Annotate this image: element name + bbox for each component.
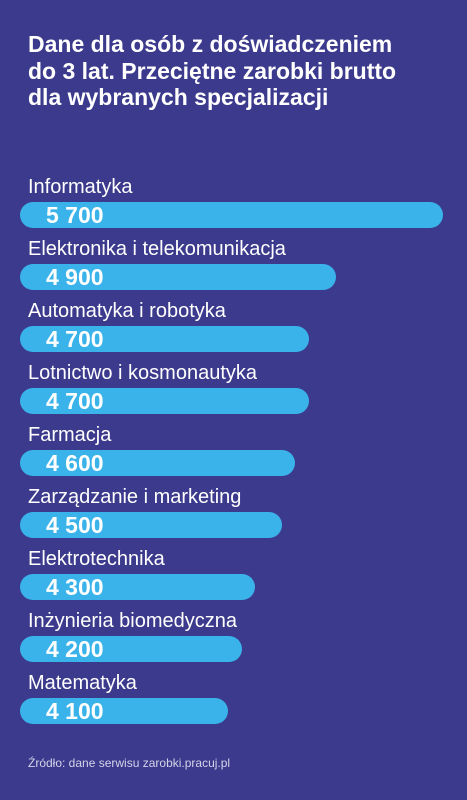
- bar-row-7: Elektrotechnika 4 300: [0, 547, 467, 609]
- bar-2: 4 900: [20, 264, 336, 290]
- value-label-7: 4 300: [46, 574, 104, 600]
- bar-chart: Informatyka 5 700 Elektronika i telekomu…: [0, 175, 467, 733]
- value-label-5: 4 600: [46, 450, 104, 476]
- category-label-1: Informatyka: [28, 176, 133, 198]
- bar-1: 5 700: [20, 202, 443, 228]
- value-label-4: 4 700: [46, 388, 104, 414]
- bar-row-6: Zarządzanie i marketing 4 500: [0, 485, 467, 547]
- source-note: Źródło: dane serwisu zarobki.pracuj.pl: [28, 756, 231, 770]
- value-label-8: 4 200: [46, 636, 104, 662]
- bar-row-1: Informatyka 5 700: [0, 175, 467, 237]
- category-label-4: Lotnictwo i kosmonautyka: [28, 362, 258, 384]
- category-label-7: Elektrotechnika: [28, 548, 165, 570]
- value-label-2: 4 900: [46, 264, 104, 290]
- category-label-9: Matematyka: [28, 672, 137, 694]
- value-label-9: 4 100: [46, 698, 104, 724]
- category-label-5: Farmacja: [28, 424, 112, 446]
- bar-5: 4 600: [20, 450, 296, 476]
- bar-row-5: Farmacja 4 600: [0, 423, 467, 485]
- bar-9: 4 100: [20, 698, 229, 724]
- value-label-6: 4 500: [46, 512, 104, 538]
- value-label-1: 5 700: [46, 202, 104, 228]
- bar-row-2: Elektronika i telekomunikacja 4 900: [0, 237, 467, 299]
- bar-7: 4 300: [20, 574, 255, 600]
- chart-title: Dane dla osób z doświadczeniem do 3 lat.…: [28, 31, 397, 110]
- bar-4: 4 700: [20, 388, 309, 414]
- value-label-3: 4 700: [46, 326, 104, 352]
- bar-row-8: Inżynieria biomedyczna 4 200: [0, 609, 467, 671]
- bar-row-4: Lotnictwo i kosmonautyka 4 700: [0, 361, 467, 423]
- bar-row-3: Automatyka i robotyka 4 700: [0, 299, 467, 361]
- bar-6: 4 500: [20, 512, 282, 538]
- bar-row-9: Matematyka 4 100: [0, 671, 467, 733]
- category-label-6: Zarządzanie i marketing: [28, 486, 242, 508]
- bar-8: 4 200: [20, 636, 242, 662]
- category-label-3: Automatyka i robotyka: [28, 300, 226, 322]
- bar-3: 4 700: [20, 326, 309, 352]
- category-label-8: Inżynieria biomedyczna: [28, 610, 237, 632]
- category-label-2: Elektronika i telekomunikacja: [28, 238, 286, 260]
